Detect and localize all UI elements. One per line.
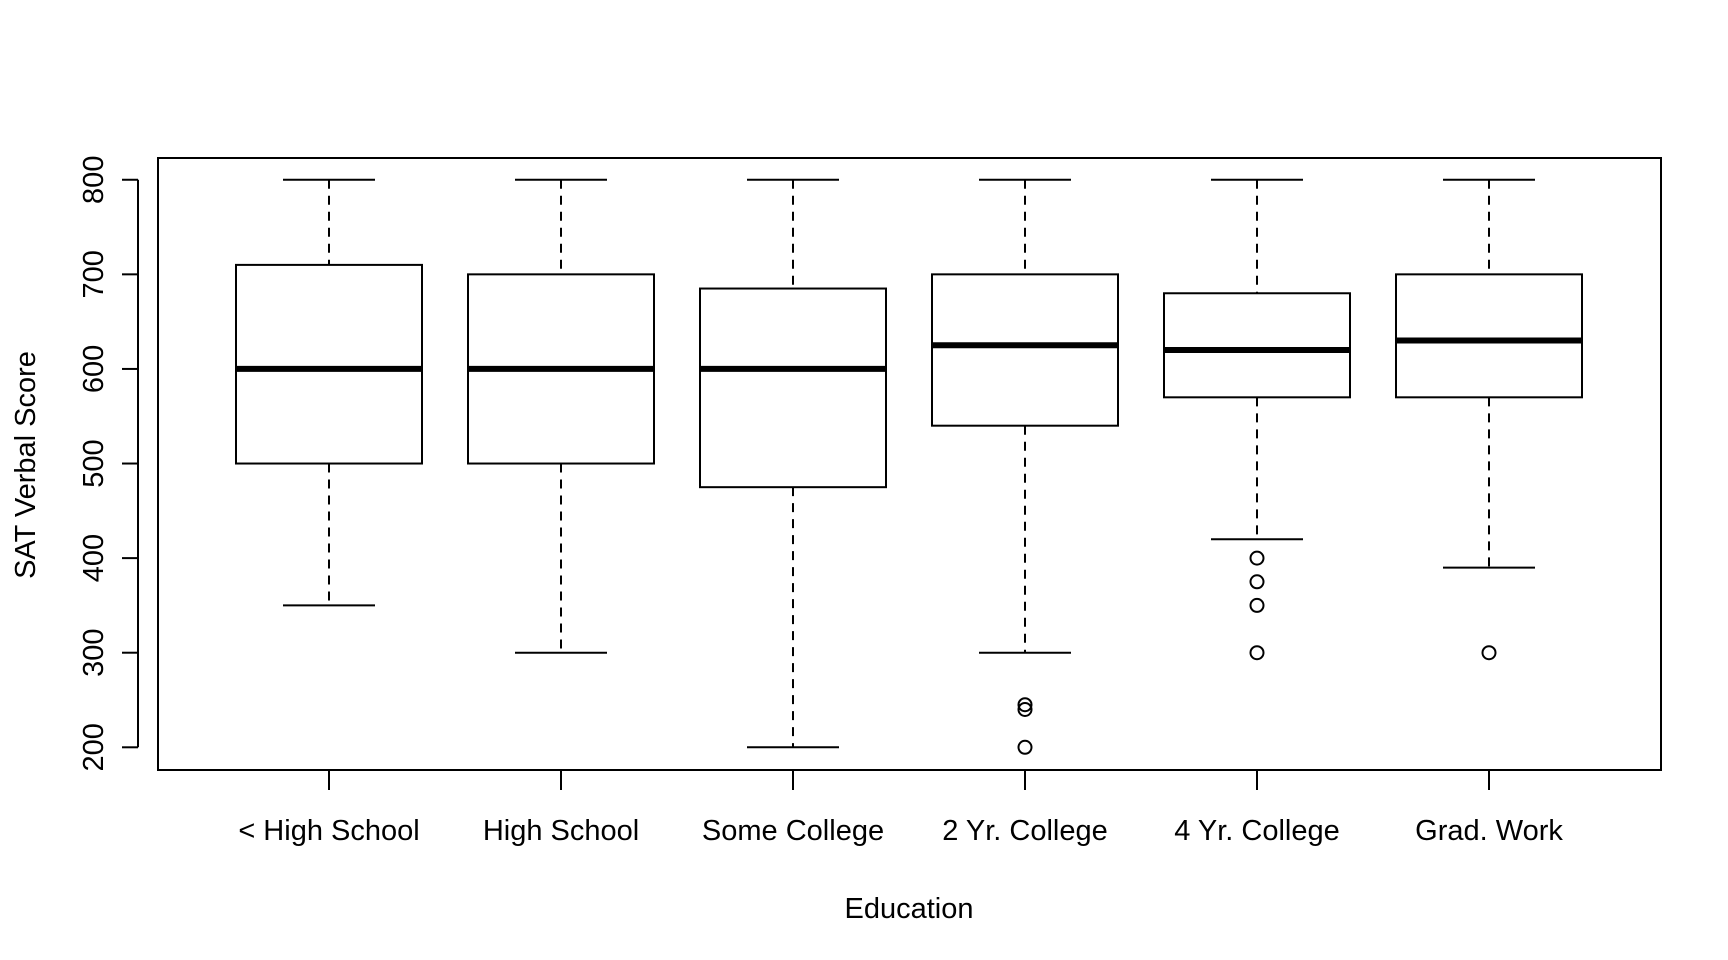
- box-group: [467, 178, 655, 654]
- y-tick-label: 800: [78, 156, 110, 204]
- x-axis-label: Education: [845, 893, 974, 925]
- y-axis-label: SAT Verbal Score: [10, 351, 42, 579]
- y-tick-label: 700: [78, 250, 110, 298]
- x-tick-label: 2 Yr. College: [942, 815, 1108, 847]
- y-tick-label: 500: [78, 439, 110, 487]
- y-tick-label: 600: [78, 345, 110, 393]
- outlier-point: [1249, 645, 1265, 661]
- x-tick-label: Grad. Work: [1415, 815, 1563, 847]
- x-tick-label: < High School: [238, 815, 419, 847]
- outlier-point: [1017, 739, 1033, 755]
- x-axis: < High School High School Some College 2 Yr…: [238, 770, 1563, 847]
- box-group: [1395, 178, 1583, 661]
- iqr-box: [1395, 273, 1583, 399]
- outlier-point: [1017, 701, 1033, 717]
- x-tick-label: Some College: [702, 815, 884, 847]
- box-group: [931, 178, 1119, 755]
- iqr-box: [235, 263, 423, 465]
- box-group: [1163, 178, 1351, 661]
- iqr-box: [699, 287, 887, 489]
- outlier-point: [1249, 550, 1265, 566]
- x-tick-label: High School: [483, 815, 639, 847]
- iqr-box: [1163, 292, 1351, 399]
- y-tick-label: 200: [78, 723, 110, 771]
- y-axis: 200 300 400 500 600 700 800: [78, 156, 139, 771]
- outlier-point: [1017, 697, 1033, 713]
- box-group: [235, 178, 423, 607]
- outlier-point: [1249, 597, 1265, 613]
- y-tick-label: 300: [78, 629, 110, 677]
- outlier-point: [1481, 645, 1497, 661]
- plot-area: [235, 178, 1583, 755]
- plot-frame: [157, 157, 1662, 771]
- box-group: [699, 178, 887, 749]
- x-tick-label: 4 Yr. College: [1174, 815, 1340, 847]
- outlier-point: [1249, 574, 1265, 590]
- y-tick-label: 400: [78, 534, 110, 582]
- iqr-box: [931, 273, 1119, 427]
